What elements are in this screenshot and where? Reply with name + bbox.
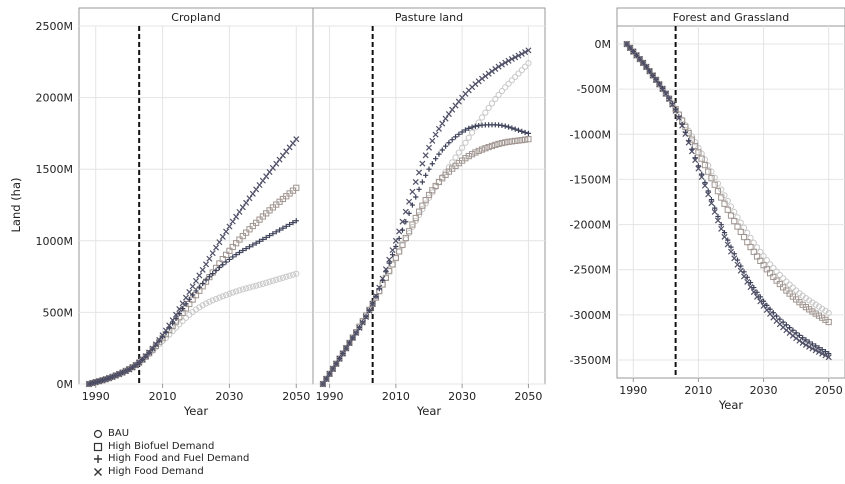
x-tick-label: 1990	[619, 384, 647, 397]
panel-title: Cropland	[171, 11, 220, 24]
x-axis-label: Year	[718, 398, 744, 412]
y-tick-label: -2000M	[570, 219, 611, 232]
y-tick-label: -1500M	[570, 173, 611, 186]
y-tick-label: 1500M	[36, 163, 74, 176]
x-tick-label: 2030	[448, 390, 476, 403]
plus-marker-icon	[92, 453, 104, 465]
y-tick-label: 0M	[57, 378, 74, 391]
y-tick-label: 1000M	[36, 235, 74, 248]
legend: BAU High Biofuel Demand High Food and Fu…	[92, 428, 249, 478]
panel-frame	[617, 8, 845, 378]
legend-item-high-food-fuel: High Food and Fuel Demand	[92, 453, 249, 466]
y-tick-label: -3500M	[570, 354, 611, 367]
x-tick-label: 1990	[82, 390, 110, 403]
legend-item-bau: BAU	[92, 428, 249, 441]
circle-marker-icon	[92, 428, 104, 440]
y-tick-label: -2500M	[570, 264, 611, 277]
x-tick-label: 2030	[215, 390, 243, 403]
legend-label: High Biofuel Demand	[108, 441, 214, 454]
x-axis-label: Year	[183, 404, 209, 418]
panel-title: Forest and Grassland	[673, 11, 789, 24]
x-axis-label: Year	[416, 404, 442, 418]
chart-panel-0: Cropland 0M 500M 1000M 1500M 2000M 2500M 1990 20…	[9, 8, 313, 418]
x-tick-label: 2050	[815, 384, 843, 397]
y-axis-label: Land (ha)	[9, 177, 23, 232]
x-tick-label: 1990	[316, 390, 344, 403]
y-tick-label: 0M	[595, 38, 612, 51]
y-tick-label: 500M	[43, 306, 74, 319]
x-tick-label: 2010	[684, 384, 712, 397]
x-tick-label: 2010	[382, 390, 410, 403]
x-tick-label: 2050	[282, 390, 310, 403]
legend-item-high-biofuel: High Biofuel Demand	[92, 441, 249, 454]
legend-label: BAU	[108, 428, 129, 441]
y-tick-label: 2500M	[36, 20, 74, 33]
legend-label: High Food and Fuel Demand	[108, 453, 249, 466]
legend-item-high-food: High Food Demand	[92, 466, 249, 479]
y-tick-label: 2000M	[36, 92, 74, 105]
y-tick-label: -1000M	[570, 128, 611, 141]
y-tick-label: -500M	[577, 83, 611, 96]
panel-frame	[313, 8, 545, 384]
x-marker-icon	[92, 466, 104, 478]
panel-frame	[79, 8, 313, 384]
square-marker-icon	[92, 441, 104, 453]
panel-title: Pasture land	[395, 11, 463, 24]
chart-panel-2: Forest and Grassland 0M -500M -1000M -1500M -…	[570, 8, 845, 412]
x-tick-label: 2030	[750, 384, 778, 397]
x-tick-label: 2050	[514, 390, 542, 403]
y-tick-label: -3000M	[570, 309, 611, 322]
x-tick-label: 2010	[149, 390, 177, 403]
chart-panel-1: Pasture land 1990 2010 2030 2050 Year	[313, 8, 545, 418]
legend-label: High Food Demand	[108, 466, 204, 479]
